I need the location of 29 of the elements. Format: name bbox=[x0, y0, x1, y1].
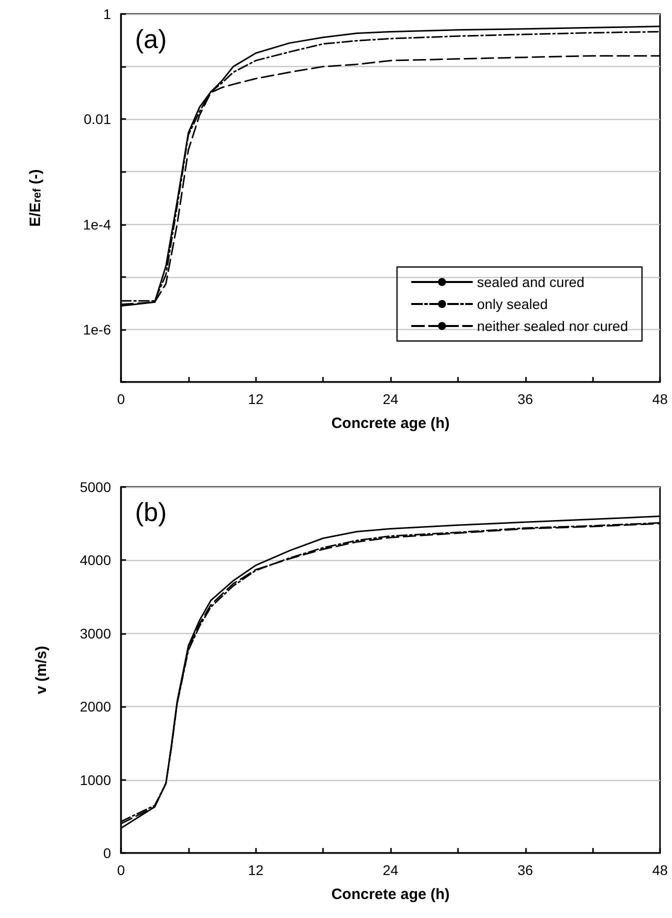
y-tick-label: 0 bbox=[103, 845, 112, 861]
x-tick-label: 36 bbox=[517, 862, 534, 878]
y-tick-label: 1000 bbox=[80, 772, 112, 788]
y-tick-label: 4000 bbox=[80, 552, 112, 568]
x-tick-label: 12 bbox=[248, 862, 264, 878]
x-axis-title: Concrete age (h) bbox=[331, 415, 450, 432]
annotation: (b) bbox=[135, 497, 167, 527]
y-tick-label: 2000 bbox=[80, 698, 112, 715]
text: 1e-6 bbox=[82, 321, 111, 338]
x-axis-title: Concrete age (h) bbox=[331, 886, 450, 903]
x-tick-label: 48 bbox=[652, 862, 668, 878]
legend-label: sealed and cured bbox=[477, 274, 584, 290]
x-tick-label: 48 bbox=[652, 391, 668, 407]
y-tick-label: 1e-4 bbox=[82, 216, 112, 232]
x-tick-label: 36 bbox=[517, 391, 534, 407]
annotation: (a) bbox=[135, 24, 167, 54]
y-tick-label: 5000 bbox=[80, 479, 112, 495]
y-axis-title: v (m/s) bbox=[33, 646, 50, 694]
y-tick-label: 0.01 bbox=[84, 111, 112, 128]
x-tick-label: 0 bbox=[117, 862, 126, 878]
y-tick-label: 1 bbox=[103, 6, 112, 22]
y-tick-label: 3000 bbox=[80, 625, 112, 642]
x-tick-label: 24 bbox=[382, 391, 398, 407]
y-axis-title: E/Eref (-) bbox=[27, 169, 44, 227]
legend-label: only sealed bbox=[477, 296, 548, 312]
x-tick-label: 12 bbox=[248, 391, 264, 407]
x-tick-label: 0 bbox=[117, 391, 126, 407]
x-tick-label: 24 bbox=[382, 862, 398, 878]
legend-label: neither sealed nor cured bbox=[477, 318, 628, 334]
